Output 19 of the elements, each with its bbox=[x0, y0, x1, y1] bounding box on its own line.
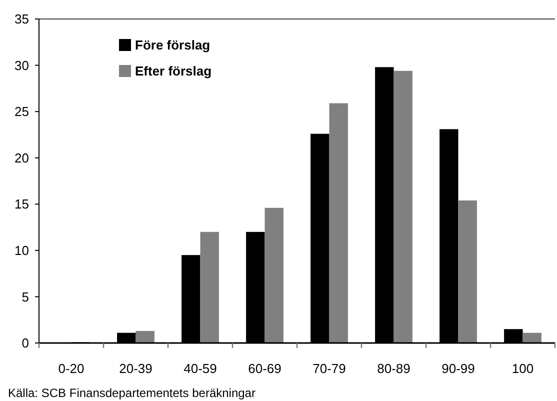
y-tick-label: 10 bbox=[14, 242, 29, 258]
y-tick-label: 30 bbox=[14, 58, 29, 73]
legend-label: Efter förslag bbox=[135, 64, 212, 79]
x-tick-label: 80-89 bbox=[377, 361, 410, 376]
x-tick-label: 0-20 bbox=[58, 361, 84, 376]
x-tick-label: 20-39 bbox=[119, 361, 152, 376]
x-tick-label: 90-99 bbox=[442, 361, 475, 376]
text: Källa: SCB Finansdepartementets beräkningar bbox=[8, 386, 256, 400]
x-tick-label: 70-79 bbox=[312, 361, 346, 376]
x-tick-label: 100 bbox=[512, 361, 534, 376]
legend-label: Före förslag bbox=[135, 38, 210, 53]
y-tick-label: 25 bbox=[14, 104, 29, 120]
x-tick-label: 40-59 bbox=[184, 361, 217, 376]
y-tick-label: 20 bbox=[14, 150, 29, 166]
y-tick-label: 15 bbox=[14, 196, 29, 212]
y-tick-label: 0 bbox=[22, 336, 29, 351]
x-tick-label: 60-69 bbox=[248, 361, 282, 376]
y-tick-label: 35 bbox=[14, 12, 29, 27]
y-tick-label: 5 bbox=[22, 289, 29, 304]
